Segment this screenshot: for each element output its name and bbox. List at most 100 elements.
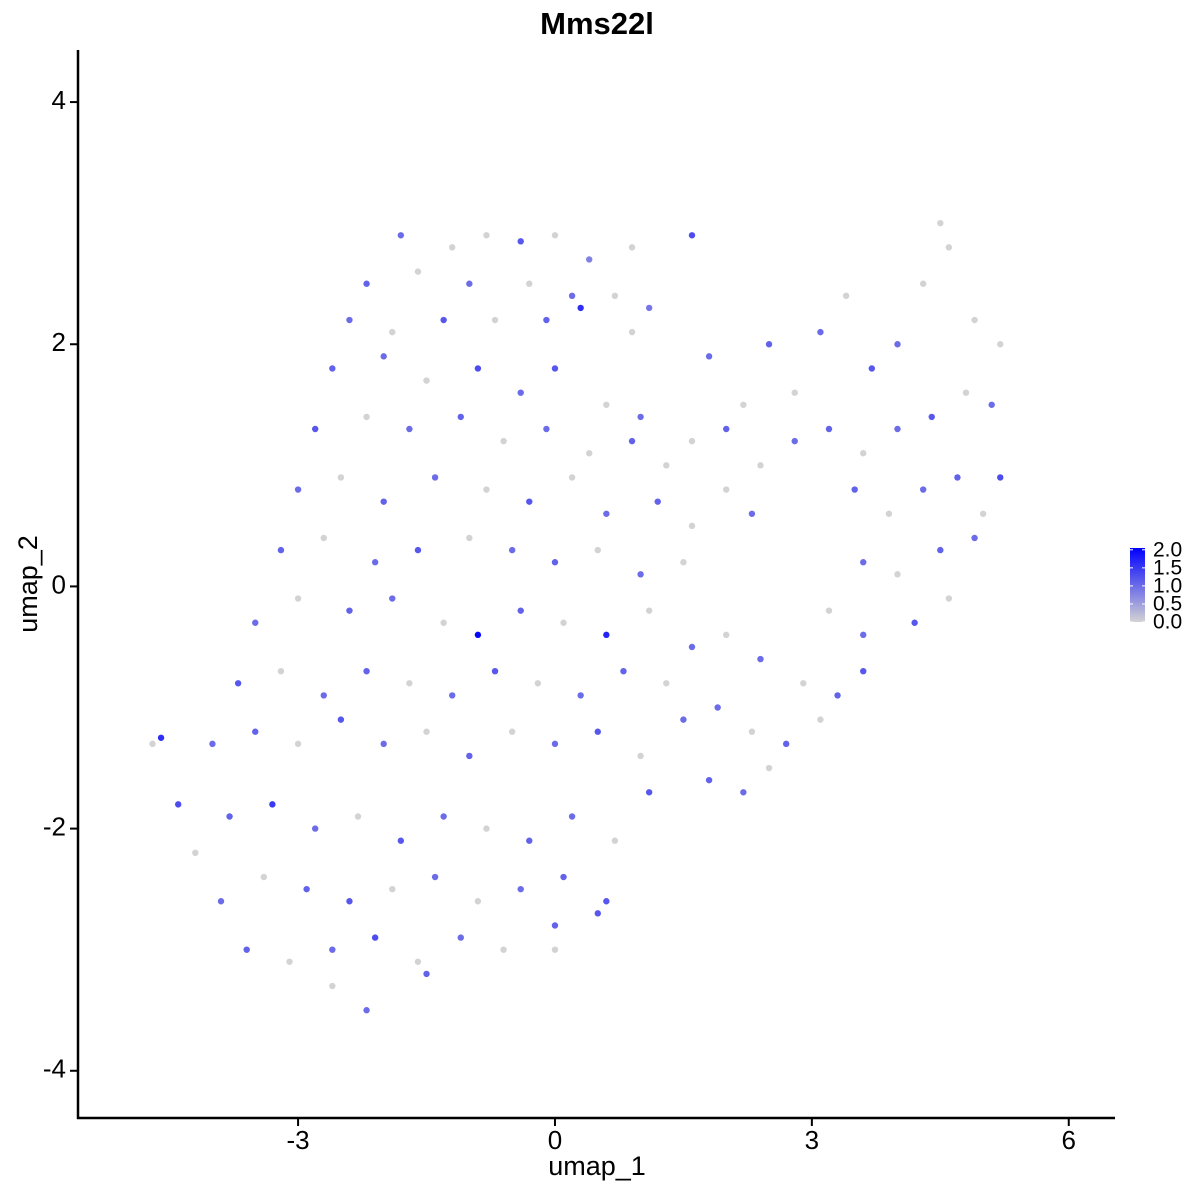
point: [551, 232, 559, 239]
color-bar: [1130, 548, 1145, 622]
point: [637, 571, 644, 578]
point: [757, 462, 764, 469]
point: [517, 238, 524, 245]
point: [560, 619, 567, 626]
point: [543, 316, 550, 324]
point: [363, 413, 370, 421]
point: [303, 885, 310, 893]
point: [894, 425, 901, 433]
point: [346, 898, 353, 905]
point: [483, 486, 490, 493]
point: [860, 450, 867, 457]
point: [346, 316, 353, 324]
point: [457, 934, 464, 941]
point: [577, 304, 584, 312]
point: [423, 970, 430, 978]
point: [551, 946, 559, 953]
point: [380, 498, 387, 505]
point: [645, 304, 653, 312]
point: [474, 631, 482, 639]
point: [414, 268, 422, 275]
x-tick-label: 3: [805, 1125, 819, 1155]
point: [894, 571, 901, 578]
color-tick-label: 1.0: [1153, 574, 1182, 597]
point: [603, 898, 610, 905]
point: [663, 462, 670, 469]
point: [406, 425, 413, 433]
point: [919, 486, 927, 493]
point: [277, 546, 285, 554]
point: [594, 728, 601, 735]
point: [397, 232, 405, 239]
point: [765, 764, 773, 772]
point: [466, 280, 473, 287]
y-tick-label: -4: [43, 1054, 66, 1084]
point: [363, 1007, 370, 1014]
point: [594, 546, 601, 554]
point: [226, 813, 233, 820]
point: [645, 607, 653, 614]
point: [397, 837, 405, 844]
point: [414, 958, 422, 965]
point: [748, 728, 756, 735]
point: [551, 559, 559, 566]
point: [688, 643, 696, 651]
point: [748, 510, 756, 517]
point: [260, 873, 268, 881]
point: [423, 728, 430, 735]
point: [491, 316, 499, 324]
point: [431, 474, 439, 481]
point: [723, 486, 730, 493]
point: [517, 389, 524, 396]
point: [329, 946, 336, 953]
point: [243, 946, 250, 953]
point: [517, 607, 524, 614]
point: [842, 292, 850, 300]
point: [705, 776, 713, 784]
color-tick-label: 0.5: [1153, 592, 1182, 615]
point: [389, 595, 396, 602]
point: [680, 716, 687, 723]
point: [209, 740, 216, 748]
color-tick-label: 1.5: [1153, 556, 1182, 579]
point: [329, 365, 336, 372]
point: [945, 595, 953, 602]
y-tick-label: 0: [52, 569, 66, 599]
point: [311, 425, 319, 433]
point: [517, 885, 524, 893]
x-tick-label: 6: [1062, 1125, 1076, 1155]
point: [414, 546, 422, 554]
point: [466, 752, 473, 760]
point: [740, 401, 747, 408]
point: [817, 328, 824, 336]
point: [269, 801, 276, 808]
point: [508, 728, 516, 735]
point: [252, 728, 259, 735]
point: [834, 692, 841, 699]
point: [988, 401, 995, 408]
point: [860, 559, 867, 566]
point: [791, 437, 798, 445]
point: [526, 837, 533, 844]
point: [508, 546, 516, 554]
point: [449, 692, 456, 699]
point: [714, 704, 721, 711]
point: [431, 873, 439, 881]
point: [217, 898, 225, 905]
point: [919, 280, 927, 287]
y-tick-label: 4: [52, 85, 66, 115]
point: [757, 655, 764, 663]
color-tick-label: 2.0: [1153, 538, 1182, 561]
point: [389, 885, 396, 893]
point: [149, 740, 156, 748]
point: [346, 607, 353, 614]
point: [688, 437, 696, 445]
point: [825, 425, 833, 433]
point: [603, 631, 610, 639]
point: [543, 425, 550, 433]
point: [483, 232, 490, 239]
point: [294, 740, 302, 748]
point: [860, 667, 867, 675]
point: [389, 328, 396, 336]
